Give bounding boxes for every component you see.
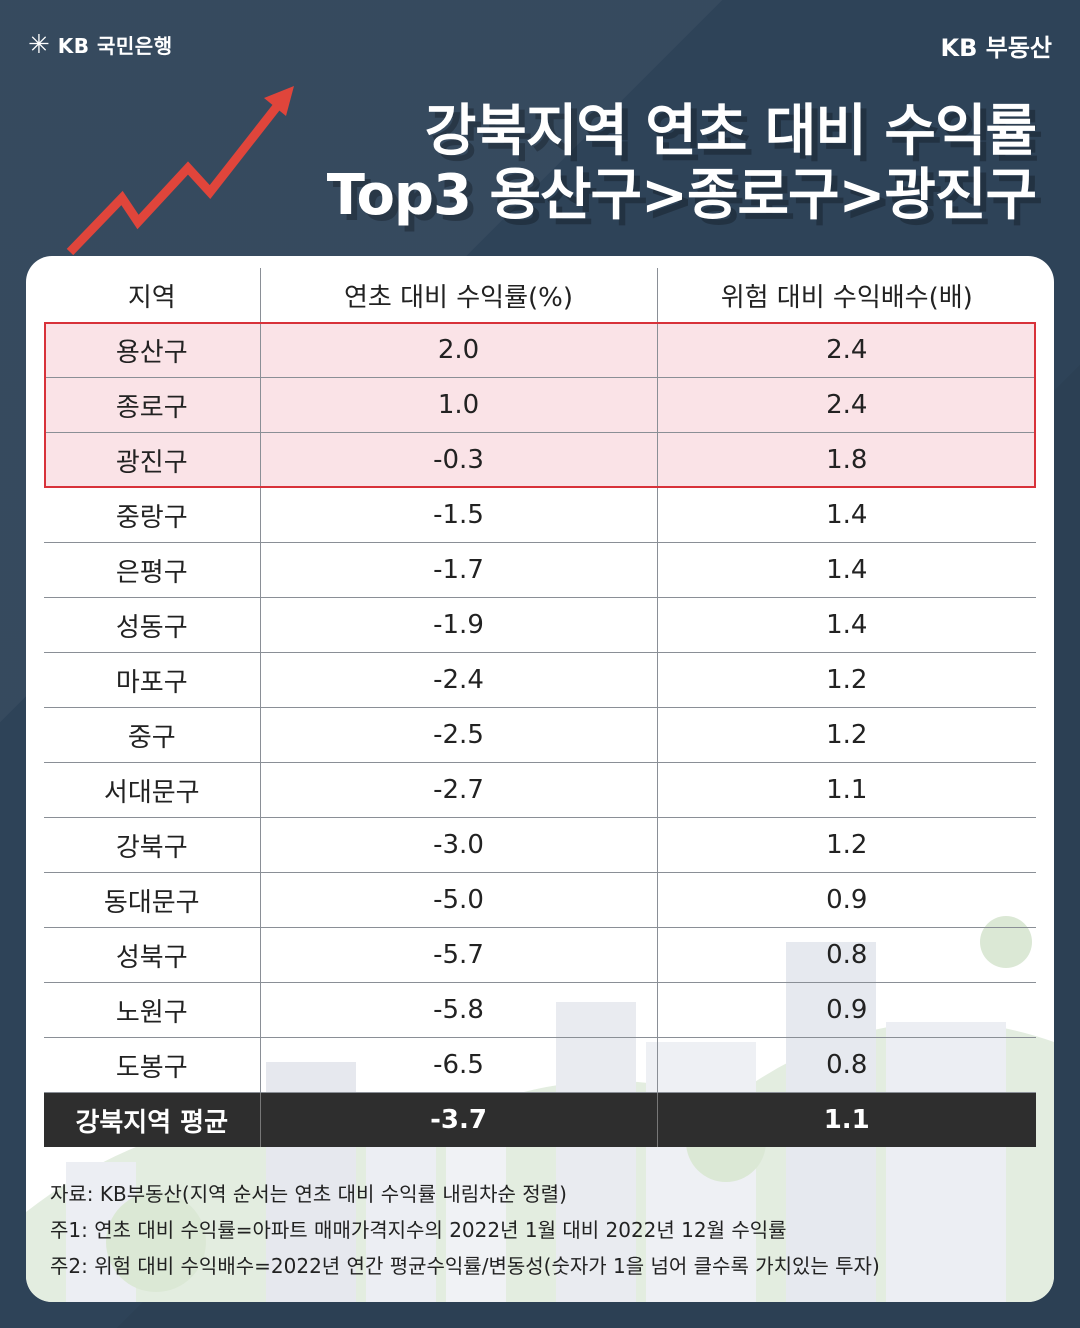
column-header-ytd-return: 연초 대비 수익률(%) [259, 268, 657, 323]
headline-line-2: Top3 용산구>종로구>광진구 [326, 163, 1037, 228]
table-row: 도봉구 -6.5 0.8 [44, 1037, 1036, 1093]
table-row: 광진구 -0.3 1.8 [44, 432, 1036, 488]
table-row: 은평구 -1.7 1.4 [44, 542, 1036, 598]
table-header-row: 지역 연초 대비 수익률(%) 위험 대비 수익배수(배) [44, 268, 1036, 323]
table-row: 강북구 -3.0 1.2 [44, 817, 1036, 873]
table-row: 성동구 -1.9 1.4 [44, 597, 1036, 653]
footnote-2: 주2: 위험 대비 수익배수=2022년 연간 평균수익률/변동성(숫자가 1을… [50, 1254, 880, 1278]
region-cell: 중구 [44, 707, 260, 763]
returns-table: 지역 연초 대비 수익률(%) 위험 대비 수익배수(배) 용산구 2.0 2.… [44, 268, 1036, 1147]
multiple-cell: 1.1 [656, 762, 1036, 818]
region-cell: 용산구 [44, 322, 260, 378]
region-cell: 동대문구 [44, 872, 260, 928]
multiple-cell: 0.8 [656, 1037, 1036, 1093]
table-row: 성북구 -5.7 0.8 [44, 927, 1036, 983]
table-row: 중구 -2.5 1.2 [44, 707, 1036, 763]
headline-line-1: 강북지역 연초 대비 수익률 [424, 99, 1037, 164]
brand-name: KB 부동산 [940, 34, 1053, 62]
table-row: 중랑구 -1.5 1.4 [44, 487, 1036, 543]
region-cell: 노원구 [44, 982, 260, 1038]
return-cell: -5.7 [259, 927, 657, 983]
rising-arrow-icon [66, 86, 294, 256]
region-cell: 종로구 [44, 377, 260, 433]
table-card: 지역 연초 대비 수익률(%) 위험 대비 수익배수(배) 용산구 2.0 2.… [26, 256, 1054, 1302]
return-cell: -2.5 [259, 707, 657, 763]
table-row: 서대문구 -2.7 1.1 [44, 762, 1036, 818]
footnote-1: 주1: 연초 대비 수익률=아파트 매매가격지수의 2022년 1월 대비 20… [50, 1218, 787, 1242]
column-header-risk-adjusted: 위험 대비 수익배수(배) [656, 268, 1036, 323]
multiple-cell: 2.4 [656, 322, 1036, 378]
multiple-cell: 1.8 [656, 432, 1036, 488]
return-cell: -0.3 [259, 432, 657, 488]
average-label: 강북지역 평균 [44, 1092, 260, 1147]
table-row: 노원구 -5.8 0.9 [44, 982, 1036, 1038]
region-cell: 마포구 [44, 652, 260, 708]
return-cell: -1.5 [259, 487, 657, 543]
region-cell: 은평구 [44, 542, 260, 598]
return-cell: -1.9 [259, 597, 657, 653]
region-cell: 성북구 [44, 927, 260, 983]
multiple-cell: 1.4 [656, 597, 1036, 653]
average-multiple: 1.1 [656, 1092, 1036, 1147]
multiple-cell: 1.4 [656, 542, 1036, 598]
multiple-cell: 1.2 [656, 817, 1036, 873]
top-bar: ✳ KB 국민은행 KB 부동산 [28, 24, 1052, 64]
table-row: 종로구 1.0 2.4 [44, 377, 1036, 433]
headline: 강북지역 연초 대비 수익률 Top3 용산구>종로구>광진구 [326, 99, 1037, 228]
table-row: 용산구 2.0 2.4 [44, 322, 1036, 378]
multiple-cell: 2.4 [656, 377, 1036, 433]
multiple-cell: 1.4 [656, 487, 1036, 543]
return-cell: -2.7 [259, 762, 657, 818]
region-cell: 광진구 [44, 432, 260, 488]
return-cell: -3.0 [259, 817, 657, 873]
return-cell: -5.8 [259, 982, 657, 1038]
region-cell: 중랑구 [44, 487, 260, 543]
source-note: 자료: KB부동산(지역 순서는 연초 대비 수익률 내림차순 정렬) [50, 1182, 567, 1206]
return-cell: -1.7 [259, 542, 657, 598]
return-cell: 1.0 [259, 377, 657, 433]
table-row: 동대문구 -5.0 0.9 [44, 872, 1036, 928]
column-header-region: 지역 [44, 268, 260, 323]
multiple-cell: 0.8 [656, 927, 1036, 983]
multiple-cell: 1.2 [656, 652, 1036, 708]
return-cell: -6.5 [259, 1037, 657, 1093]
return-cell: -5.0 [259, 872, 657, 928]
bank-name: KB 국민은행 [57, 34, 173, 58]
multiple-cell: 0.9 [656, 982, 1036, 1038]
average-return: -3.7 [259, 1092, 657, 1147]
return-cell: 2.0 [259, 322, 657, 378]
kb-star-icon: ✳ [28, 29, 50, 60]
multiple-cell: 1.2 [656, 707, 1036, 763]
region-cell: 강북구 [44, 817, 260, 873]
table-row: 마포구 -2.4 1.2 [44, 652, 1036, 708]
region-cell: 도봉구 [44, 1037, 260, 1093]
return-cell: -2.4 [259, 652, 657, 708]
multiple-cell: 0.9 [656, 872, 1036, 928]
average-row: 강북지역 평균 -3.7 1.1 [44, 1092, 1036, 1147]
footnotes: 자료: KB부동산(지역 순서는 연초 대비 수익률 내림차순 정렬) 주1: … [50, 1176, 880, 1284]
region-cell: 서대문구 [44, 762, 260, 818]
region-cell: 성동구 [44, 597, 260, 653]
bank-logo: ✳ KB 국민은행 [28, 30, 173, 59]
